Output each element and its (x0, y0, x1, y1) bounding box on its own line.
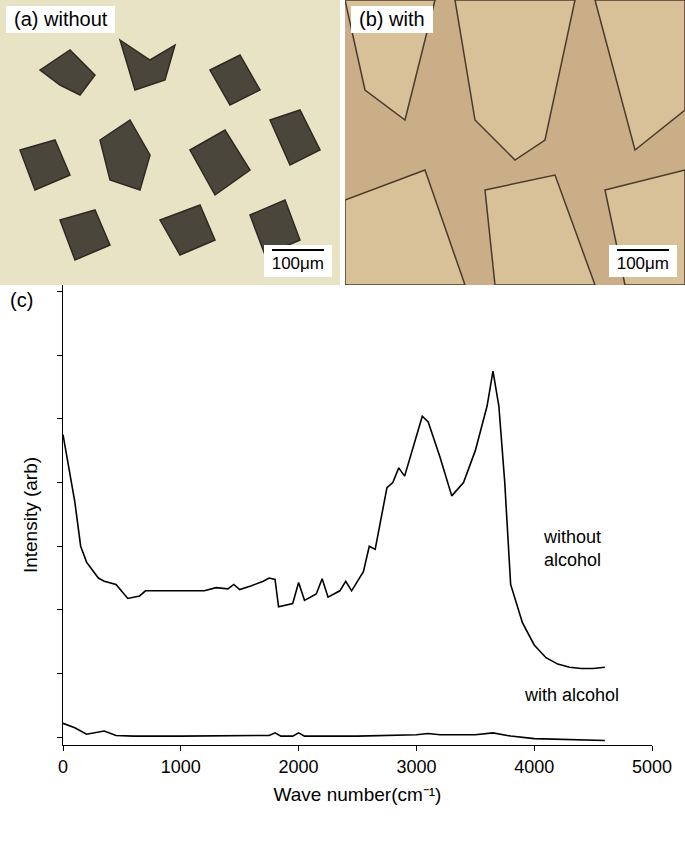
svg-text:1000: 1000 (161, 757, 201, 777)
html-text:(b) with: (b) with (359, 8, 425, 30)
svg-text:withoutalcohol: withoutalcohol (543, 527, 601, 570)
svg-text:2000: 2000 (279, 757, 319, 777)
svg-text:with alcohol: with alcohol (524, 685, 619, 705)
svg-text:Wave number(cm⁻¹): Wave number(cm⁻¹) (274, 784, 442, 805)
html-text:100μm: 100μm (271, 254, 324, 273)
html-text:100μm: 100μm (616, 254, 669, 273)
svg-text:4000: 4000 (514, 757, 554, 777)
svg-text:5000: 5000 (632, 757, 672, 777)
svg-text:0: 0 (58, 757, 68, 777)
html-text:(a) without: (a) without (14, 8, 108, 30)
svg-text:(c): (c) (10, 289, 33, 311)
svg-text:3000: 3000 (396, 757, 436, 777)
svg-text:Intensity (arb): Intensity (arb) (20, 457, 41, 573)
